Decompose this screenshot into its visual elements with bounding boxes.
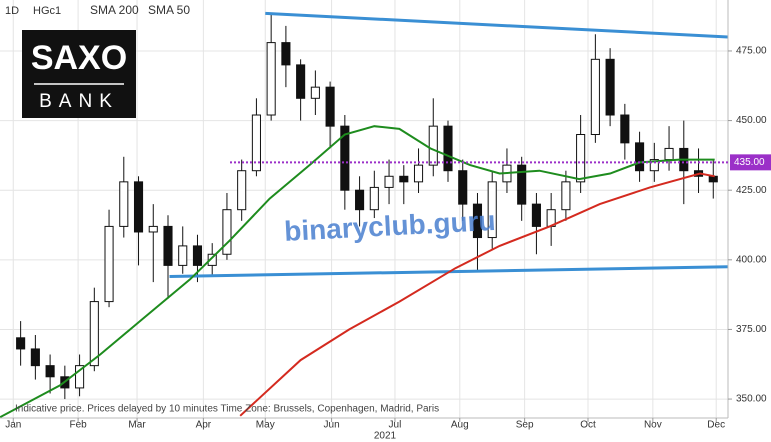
candle-body (487, 181, 497, 239)
candle-body (133, 181, 144, 233)
note: Indicative price. Prices delayed by 10 m… (15, 404, 439, 415)
candle-body (266, 42, 276, 116)
watermark: binaryclub.guru (283, 205, 496, 247)
candle-body (45, 365, 55, 378)
x-tick-label: Aug (451, 420, 469, 431)
candle-body (428, 125, 438, 166)
candle-body (443, 125, 453, 172)
sma-line (0, 125, 715, 418)
candle-body (119, 181, 129, 227)
level-box (730, 154, 771, 171)
x-tick-label: Jul (389, 420, 402, 431)
trendline (265, 11, 728, 39)
candle-body (237, 170, 247, 211)
x-tick-label: Jan (5, 420, 21, 431)
candle-body (89, 301, 99, 367)
candle-body (384, 175, 394, 188)
candle-body (148, 225, 158, 233)
candle-body (620, 114, 630, 144)
candle-body (325, 86, 335, 127)
x-tick-label: Dec (707, 420, 725, 431)
candle-body (708, 175, 718, 183)
logo: SAXO BANK (22, 30, 136, 118)
candle-body (635, 142, 645, 172)
candle-body (340, 125, 350, 191)
y-tick-label: 475.00 (736, 46, 767, 57)
candle-body (251, 114, 261, 172)
candle-body (590, 58, 600, 136)
logo-top: SAXO (31, 39, 127, 77)
candle-body (649, 159, 659, 172)
candle-body (531, 203, 541, 227)
legend-sma200: SMA 200 (90, 3, 139, 17)
candle-body (355, 189, 365, 211)
candle-body (664, 147, 674, 161)
interval: 1D (5, 5, 19, 17)
y-tick-label: 450.00 (736, 115, 767, 126)
candle-body (192, 245, 203, 266)
candle-body (561, 181, 571, 211)
y-tick-label: 350.00 (736, 394, 767, 405)
level-label: 435.00 (734, 157, 765, 168)
candle-body (310, 86, 320, 99)
year: 2021 (374, 431, 397, 442)
symbol: HGc1 (33, 5, 61, 17)
candle-body (576, 134, 586, 183)
x-tick-label: Feb (69, 420, 87, 431)
x-tick-label: Apr (196, 420, 212, 431)
candle-body (399, 175, 409, 183)
x-tick-label: Jun (324, 420, 340, 431)
candle-body (207, 253, 217, 266)
y-tick-label: 375.00 (736, 324, 767, 335)
candle-body (369, 186, 379, 211)
candle-body (281, 42, 291, 66)
legend-sma50: SMA 50 (148, 3, 190, 17)
candle-body (178, 245, 188, 266)
candle-body (16, 337, 26, 350)
logo-box (22, 30, 136, 118)
plot-area (0, 11, 728, 418)
candle-body (517, 164, 527, 205)
x-tick-label: May (256, 420, 275, 431)
x-tick-label: Sep (516, 420, 534, 431)
x-tick-label: Mar (128, 420, 146, 431)
sma-line (239, 172, 715, 417)
candle-body (458, 170, 468, 205)
candle-body (413, 164, 424, 183)
candle-body (472, 203, 483, 239)
candle-body (75, 365, 85, 389)
x-tick-label: Oct (580, 420, 596, 431)
y-tick-label: 400.00 (736, 254, 767, 265)
candle-body (163, 225, 173, 266)
candle-body (222, 209, 232, 255)
candle-body (30, 348, 40, 367)
logo-bottom: BANK (39, 91, 119, 112)
candle-body (104, 225, 114, 303)
x-tick-label: Nov (644, 420, 662, 431)
candle-body (605, 58, 615, 116)
y-tick-label: 425.00 (736, 185, 767, 196)
candle-body (296, 64, 306, 99)
